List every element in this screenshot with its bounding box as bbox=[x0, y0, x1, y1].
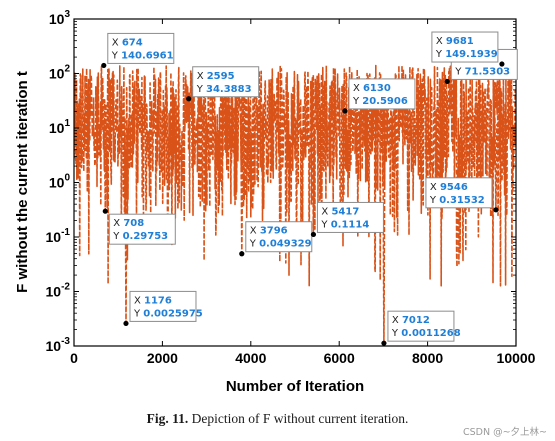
y-tick-label: 10-3 bbox=[46, 336, 71, 354]
datatip-box bbox=[245, 221, 313, 253]
datatip-marker bbox=[499, 61, 505, 67]
datatip-x: X 5417 bbox=[321, 206, 359, 217]
y-tick-label: 10-2 bbox=[46, 282, 71, 300]
x-tick-label: 0 bbox=[70, 350, 78, 366]
datatip-x: X 708 bbox=[113, 218, 144, 229]
datatip-marker bbox=[342, 108, 348, 114]
datatips-layer: X 674 Y 140.6961 X 2595 Y 34.3883 X 6130 Y 20… bbox=[101, 31, 518, 346]
datatip: X 3796 Y 0.049329 bbox=[239, 221, 313, 257]
datatip-x: X 2595 bbox=[197, 71, 235, 82]
datatip-box bbox=[348, 78, 416, 110]
datatip-y: Y 0.1114 bbox=[320, 219, 369, 230]
datatip-marker bbox=[444, 78, 450, 85]
datatip-box bbox=[425, 177, 493, 209]
datatip-box bbox=[107, 32, 175, 64]
datatip: X 7012 Y 0.0011268 bbox=[381, 310, 461, 346]
datatip-box bbox=[316, 201, 384, 233]
datatip-marker bbox=[123, 320, 129, 327]
datatip-x: X 3796 bbox=[250, 226, 288, 237]
y-tick-label: 102 bbox=[49, 64, 71, 82]
datatip-x: X 6130 bbox=[353, 83, 391, 94]
y-axis-title: F without the current iteration t bbox=[14, 71, 31, 293]
datatip-y: Y 149.1939 bbox=[435, 49, 498, 60]
y-tick-label: 100 bbox=[49, 173, 71, 191]
datatip: X 1176 Y 0.0025975 bbox=[123, 290, 203, 327]
datatip-marker bbox=[102, 208, 108, 214]
datatip-box bbox=[108, 213, 176, 245]
datatip-y: Y 0.049329 bbox=[249, 239, 312, 250]
y-tick-label: 10-1 bbox=[46, 227, 71, 245]
datatip-y: Y 0.29753 bbox=[112, 231, 168, 242]
datatip-marker bbox=[101, 62, 107, 69]
datatip: X 6130 Y 20.5906 bbox=[342, 78, 416, 114]
datatip-marker bbox=[493, 207, 499, 213]
datatip-box bbox=[129, 290, 197, 322]
datatip: X 5417 Y 0.1114 bbox=[310, 201, 384, 238]
x-tick-label: 6000 bbox=[324, 350, 355, 366]
x-axis-title: Number of Iteration bbox=[226, 378, 364, 395]
datatip-y: Y 0.0011268 bbox=[391, 328, 461, 339]
figure-label: Fig. 11. bbox=[146, 411, 189, 426]
datatip-marker bbox=[239, 251, 245, 257]
figure-caption-text: Depiction of F without current iteration… bbox=[191, 411, 409, 426]
x-tick-label: 10000 bbox=[497, 350, 536, 366]
datatip: X 2595 Y 34.3883 bbox=[186, 66, 260, 102]
datatip-x: X 674 bbox=[112, 37, 143, 48]
datatip-x: X 9681 bbox=[436, 36, 474, 47]
figure-caption: Fig. 11. Depiction of F without current … bbox=[0, 411, 555, 427]
datatip-box bbox=[192, 66, 260, 98]
x-tick-label: 2000 bbox=[147, 350, 178, 366]
datatip-x: X 9546 bbox=[430, 182, 468, 193]
watermark: CSDN @~夕上林~ bbox=[462, 427, 547, 438]
datatip-marker bbox=[186, 96, 192, 102]
y-tick-label: 101 bbox=[49, 118, 71, 136]
datatip-x: X 7012 bbox=[392, 315, 430, 326]
datatip: X 9546 Y 0.31532 bbox=[425, 177, 499, 213]
datatip-y: Y 20.5906 bbox=[352, 96, 408, 107]
datatip-box bbox=[431, 31, 499, 63]
ticks-layer: 0 2000 4000 6000 8000 10000 10-3 10-2 10-1 100 101… bbox=[46, 9, 536, 366]
x-tick-label: 4000 bbox=[235, 350, 266, 366]
datatip-y: Y 140.6961 bbox=[111, 50, 174, 61]
datatip-marker bbox=[381, 340, 387, 346]
datatip-box bbox=[387, 310, 455, 342]
x-tick-label: 8000 bbox=[412, 350, 443, 366]
datatip-marker bbox=[310, 231, 317, 238]
datatip: X 9681 Y 149.1939 bbox=[431, 31, 505, 67]
datatip-x: X 1176 bbox=[134, 295, 172, 306]
datatip-y: Y 0.31532 bbox=[429, 195, 485, 206]
datatip: X 674 Y 140.6961 bbox=[101, 32, 175, 69]
datatip-y: Y 34.3883 bbox=[196, 84, 252, 95]
datatip-y: Y 71.5303 bbox=[454, 66, 510, 77]
y-tick-label: 103 bbox=[49, 9, 71, 27]
chart: 0 2000 4000 6000 8000 10000 10-3 10-2 10-1 100 101… bbox=[14, 9, 536, 395]
datatip: X 708 Y 0.29753 bbox=[102, 208, 176, 245]
datatip-y: Y 0.0025975 bbox=[133, 308, 203, 319]
